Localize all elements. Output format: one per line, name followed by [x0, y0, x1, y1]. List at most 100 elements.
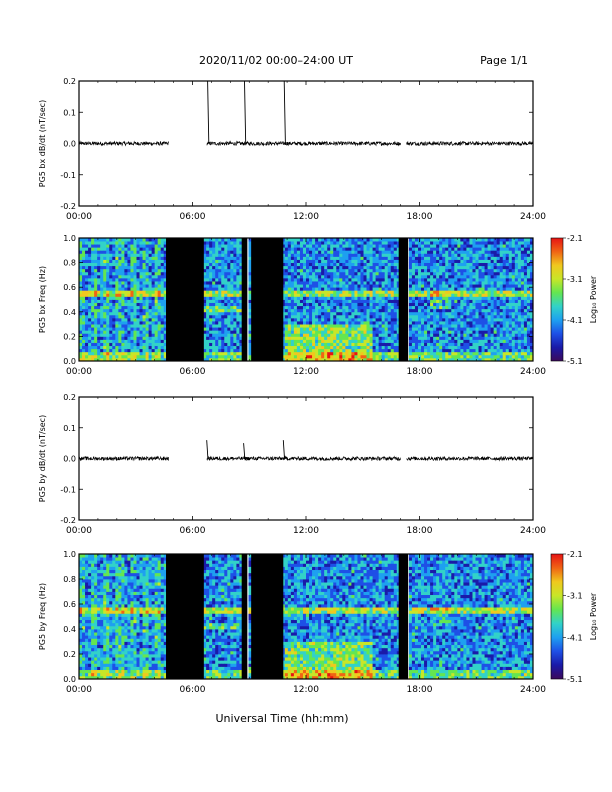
spectrogram-cell [442, 336, 446, 340]
spectrogram-cell [360, 302, 364, 307]
spectrogram-cell [333, 339, 337, 343]
spectrogram-cell [496, 247, 501, 251]
spectrogram-cell [427, 250, 431, 254]
spectrogram-cell [469, 351, 473, 356]
spectrogram-cell [91, 357, 95, 362]
spectrogram-cell [451, 308, 455, 313]
spectrogram-cell [109, 330, 113, 334]
spectrogram-cell [360, 284, 364, 288]
spectrogram-cell [296, 345, 301, 350]
spectrogram-cell [387, 305, 392, 310]
spectrogram-cell [109, 339, 113, 343]
spectrogram-cell [345, 290, 349, 294]
spectrogram-cell [502, 296, 507, 300]
spectrogram-cell [387, 302, 392, 307]
spectrogram-cell [487, 277, 492, 282]
spectrogram-cell [372, 262, 377, 267]
spectrogram-cell [230, 299, 234, 303]
spectrogram-cell [136, 311, 140, 316]
spectrogram-cell [523, 311, 528, 316]
spectrogram-cell [451, 250, 455, 254]
spectrogram-cell [318, 293, 322, 297]
spectrogram-cell [333, 345, 337, 350]
spectrogram-cell [414, 311, 419, 316]
spectrogram-cell [436, 317, 440, 322]
spectrogram-cell [345, 238, 349, 242]
spectrogram-cell [424, 336, 428, 340]
spectrogram-cell [103, 336, 107, 340]
spectrogram-cell [148, 247, 153, 251]
spectrogram-cell [142, 284, 146, 288]
spectrogram-cell [433, 327, 437, 331]
spectrogram-cell [396, 247, 401, 251]
spectrogram-cell [372, 293, 377, 297]
spectrogram-cell [103, 345, 107, 350]
spectrogram-cell [109, 342, 113, 347]
spectrogram-cell [221, 339, 225, 343]
spectrogram-cell [287, 259, 292, 263]
spectrogram-cell [209, 271, 213, 276]
spectrogram-cell [203, 317, 207, 322]
spectrogram-cell [348, 250, 352, 254]
spectrogram-cell [82, 305, 86, 310]
spectrogram-cell [508, 351, 513, 356]
spectrogram-cell [79, 327, 83, 331]
spectrogram-cell [124, 290, 128, 294]
spectrogram-cell [463, 247, 467, 251]
spectrogram-cell [148, 302, 153, 307]
spectrogram-cell [327, 274, 331, 279]
spectrogram-cell [442, 305, 446, 310]
spectrogram-cell [139, 314, 143, 319]
spectrogram-cell [284, 277, 289, 282]
spectrogram-cell [445, 314, 449, 319]
spectrogram-cell [360, 250, 364, 254]
spectrogram-cell [151, 274, 156, 279]
spectrogram-cell [366, 253, 370, 257]
spectrogram-cell [378, 277, 383, 282]
spectrogram-cell [206, 293, 210, 297]
spectrogram-cell [136, 354, 140, 359]
spectrogram-cell [393, 330, 398, 334]
spectrogram-cell [436, 354, 440, 359]
spectrogram-cell [318, 244, 322, 248]
spectrogram-cell [339, 342, 343, 347]
spectrogram-cell [439, 348, 443, 353]
spectrogram-cell [336, 262, 340, 267]
spectrogram-cell [233, 293, 237, 297]
spectrogram-cell [360, 333, 364, 337]
spectrogram-cell [502, 250, 507, 254]
spectrogram-cell [505, 238, 510, 242]
spectrogram-cell [430, 314, 434, 319]
spectrogram-cell [390, 259, 395, 263]
spectrogram-cell [115, 256, 119, 260]
spectrogram-cell [445, 250, 449, 254]
spectrogram-cell [79, 357, 83, 362]
spectrogram-cell [414, 250, 419, 254]
spectrogram-cell [387, 330, 392, 334]
spectrogram-cell [82, 241, 86, 245]
spectrogram-cell [439, 324, 443, 328]
spectrogram-cell [475, 327, 479, 331]
spectrogram-cell [421, 339, 425, 343]
spectrogram-cell [133, 351, 137, 356]
spectrogram-cell [163, 284, 168, 288]
spectrogram-cell [526, 277, 531, 282]
spectrogram-cell [163, 324, 168, 328]
spectrogram-cell [439, 327, 443, 331]
spectrogram-cell [321, 284, 325, 288]
spectrogram-cell [378, 339, 383, 343]
spectrogram-cell [130, 311, 134, 316]
spectrogram-cell [290, 262, 295, 267]
spectrogram-cell [481, 262, 485, 267]
spectrogram-cell [529, 271, 534, 276]
spectrogram-cell [430, 345, 434, 350]
spectrogram-cell [163, 290, 168, 294]
spectrogram-cell [417, 314, 422, 319]
spectrogram-cell [517, 265, 522, 270]
spectrogram-cell [502, 262, 507, 267]
spectrogram-cell [124, 296, 128, 300]
spectrogram-cell [424, 321, 428, 325]
spectrogram-cell [148, 342, 153, 347]
spectrogram-cell [309, 314, 313, 319]
spectrogram-cell [511, 296, 516, 300]
